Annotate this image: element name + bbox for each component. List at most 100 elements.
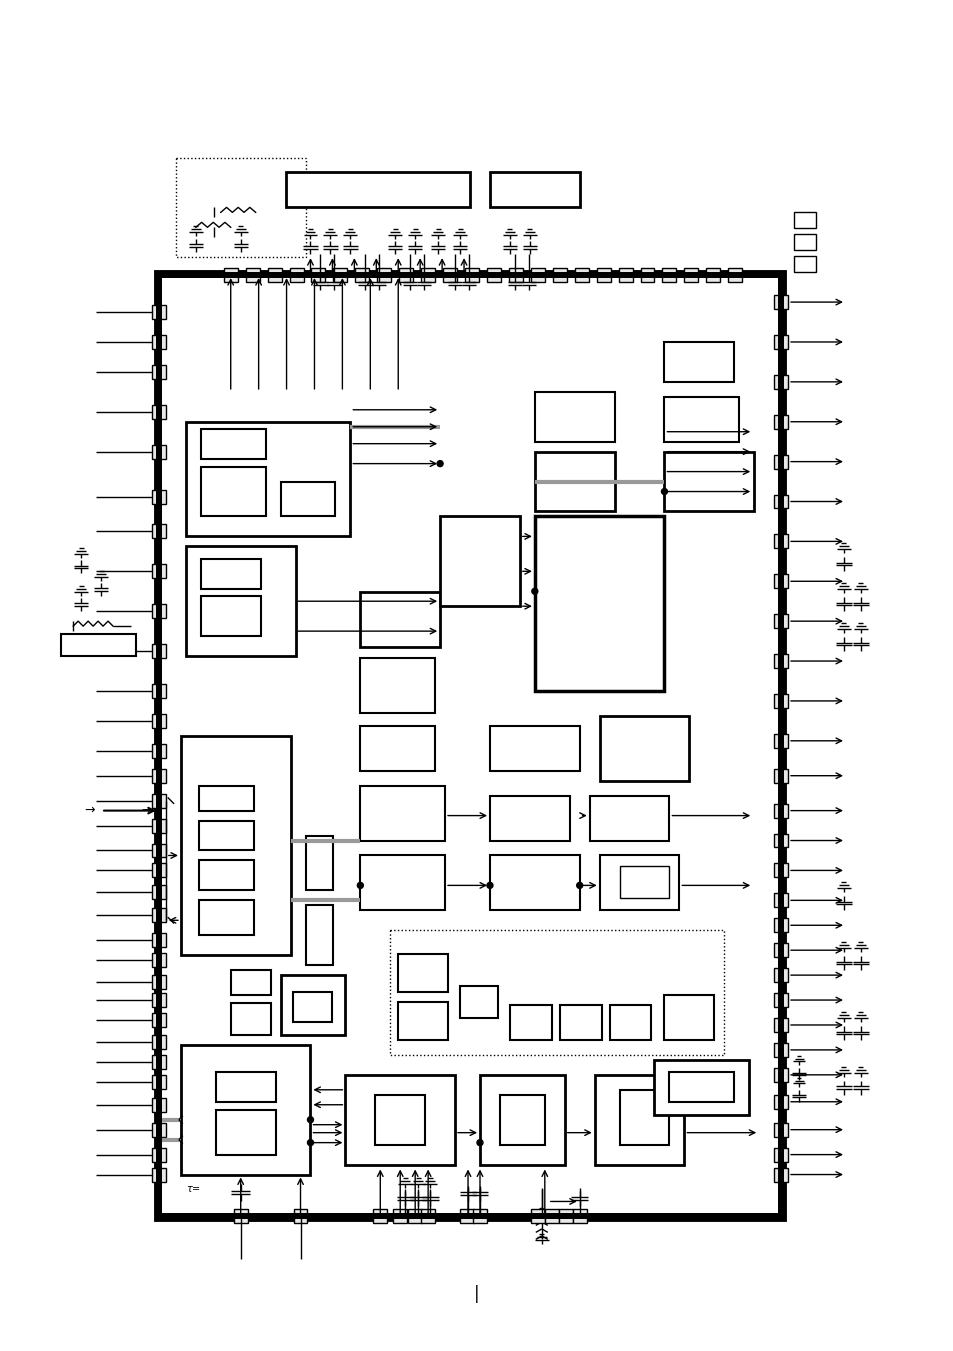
Bar xyxy=(152,1147,166,1162)
Bar xyxy=(663,342,734,382)
Bar xyxy=(152,908,166,923)
Bar xyxy=(152,1075,166,1089)
Bar xyxy=(152,305,166,319)
Bar xyxy=(535,516,663,690)
Bar xyxy=(661,269,676,282)
Bar xyxy=(198,900,253,935)
Bar xyxy=(152,843,166,858)
Bar xyxy=(215,1109,275,1155)
Bar xyxy=(200,596,260,636)
Bar xyxy=(530,269,544,282)
Bar xyxy=(773,535,787,549)
Bar xyxy=(439,516,519,607)
Bar xyxy=(479,1075,564,1165)
Bar xyxy=(572,1209,586,1224)
Bar xyxy=(312,269,325,282)
Bar xyxy=(773,1067,787,1082)
Bar xyxy=(376,269,391,282)
Bar xyxy=(360,592,439,647)
Bar xyxy=(152,744,166,758)
Bar xyxy=(669,1071,734,1102)
Bar xyxy=(408,1209,422,1224)
Circle shape xyxy=(486,882,493,889)
Bar xyxy=(61,634,136,657)
Bar xyxy=(186,546,295,657)
Bar xyxy=(152,885,166,900)
Bar xyxy=(508,269,522,282)
Bar xyxy=(773,415,787,428)
Bar xyxy=(773,804,787,817)
Bar xyxy=(200,428,265,458)
Bar xyxy=(589,796,669,840)
Circle shape xyxy=(476,1140,482,1146)
Bar xyxy=(535,392,614,442)
Bar xyxy=(152,975,166,989)
Bar xyxy=(773,919,787,932)
Bar xyxy=(773,494,787,508)
Bar xyxy=(599,855,679,911)
Bar xyxy=(152,644,166,658)
Bar xyxy=(152,1013,166,1027)
Bar xyxy=(773,654,787,667)
Circle shape xyxy=(660,489,667,494)
Text: |: | xyxy=(474,1285,479,1304)
Bar xyxy=(231,1002,271,1035)
Bar xyxy=(663,451,754,512)
Bar xyxy=(397,1002,448,1040)
Bar xyxy=(773,1123,787,1136)
Bar xyxy=(420,269,435,282)
Bar xyxy=(152,863,166,877)
Bar xyxy=(152,335,166,349)
Bar xyxy=(773,769,787,782)
Bar xyxy=(152,793,166,808)
Bar xyxy=(773,734,787,748)
Bar xyxy=(280,481,335,516)
Bar xyxy=(215,1071,275,1102)
Bar xyxy=(459,1209,474,1224)
Bar xyxy=(155,272,162,1220)
Circle shape xyxy=(577,882,582,889)
Bar xyxy=(152,769,166,782)
Bar xyxy=(773,1147,787,1162)
Bar xyxy=(420,1209,435,1224)
Bar xyxy=(390,931,723,1055)
Bar xyxy=(152,524,166,539)
Bar xyxy=(464,269,478,282)
Bar xyxy=(198,786,253,811)
Bar xyxy=(198,861,253,890)
Bar xyxy=(393,1209,407,1224)
Bar xyxy=(152,713,166,728)
Bar xyxy=(773,1043,787,1056)
Bar xyxy=(596,269,610,282)
Bar xyxy=(305,835,333,890)
Bar xyxy=(152,993,166,1006)
Bar xyxy=(490,173,579,207)
Bar xyxy=(773,455,787,469)
Bar xyxy=(609,1005,651,1040)
Bar xyxy=(530,1209,544,1224)
Bar xyxy=(355,269,369,282)
Bar xyxy=(490,855,579,911)
Bar xyxy=(152,565,166,578)
Bar xyxy=(152,934,166,947)
Bar xyxy=(181,736,291,955)
Bar xyxy=(773,574,787,588)
Bar xyxy=(773,335,787,349)
Bar xyxy=(224,269,237,282)
Bar xyxy=(175,158,305,257)
Bar xyxy=(246,269,259,282)
Bar xyxy=(552,269,566,282)
Circle shape xyxy=(531,588,537,594)
Bar xyxy=(773,1019,787,1032)
Bar xyxy=(285,173,470,207)
Bar xyxy=(152,1098,166,1112)
Bar xyxy=(574,269,588,282)
Bar xyxy=(773,893,787,908)
Bar xyxy=(490,725,579,770)
Bar xyxy=(459,986,497,1019)
Bar xyxy=(181,1044,310,1174)
Bar xyxy=(778,272,783,1220)
Bar xyxy=(490,796,569,840)
Bar xyxy=(152,684,166,698)
Bar xyxy=(663,397,739,442)
